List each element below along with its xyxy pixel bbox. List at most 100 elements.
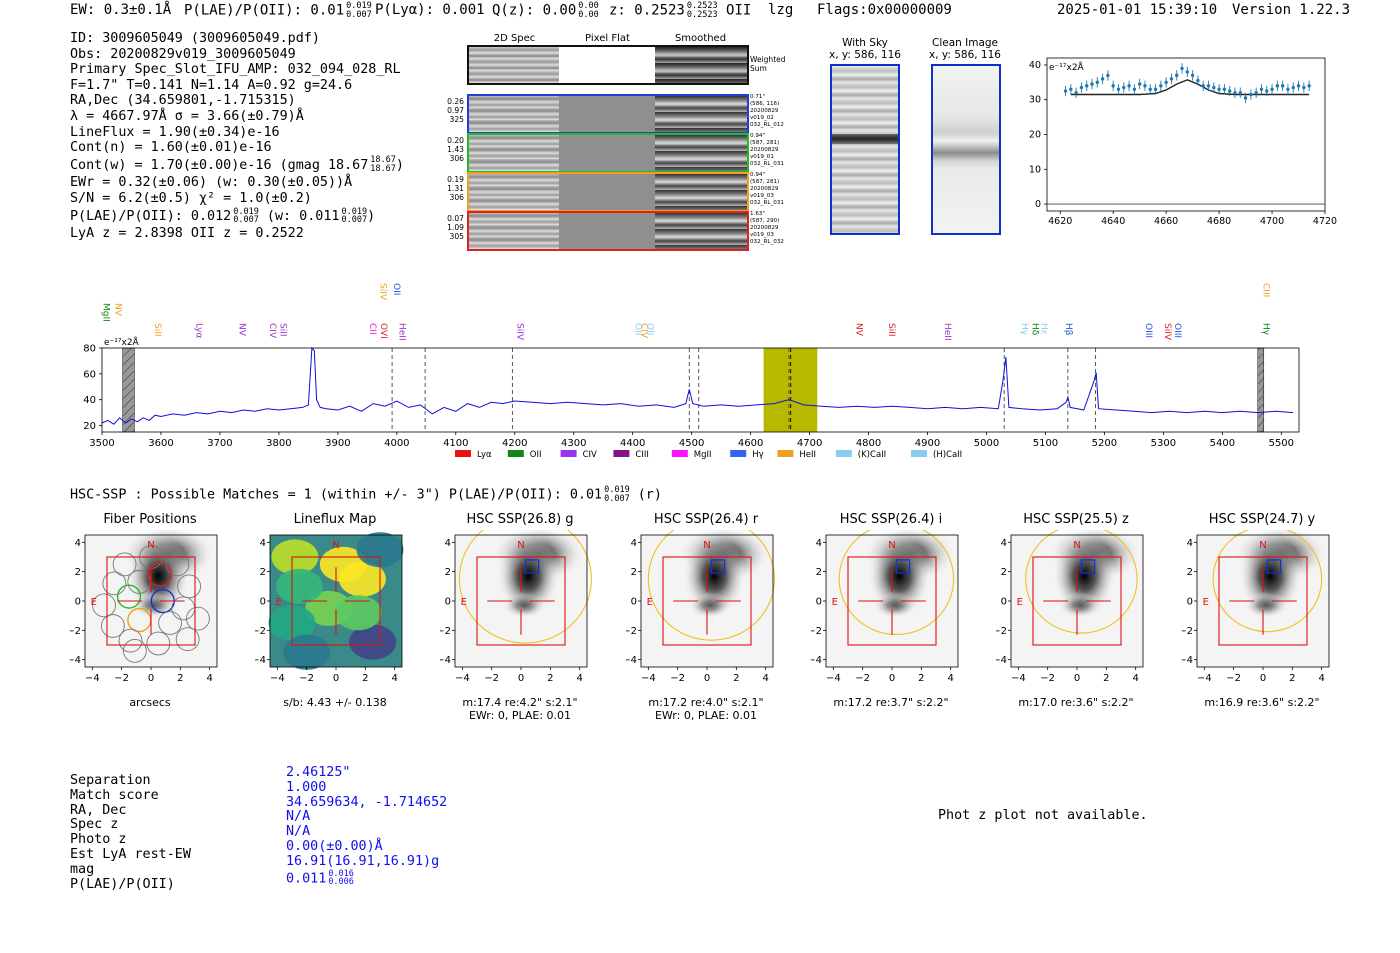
zoom-data-point: [1280, 84, 1285, 88]
spec2d-row-stat: 0.19: [447, 175, 464, 184]
spectral-line-label: CIII: [1261, 283, 1271, 297]
match-value: N/A: [286, 809, 586, 825]
spec2d-row-meta-line: (587, 281): [750, 140, 780, 146]
match-key: Photo z: [70, 832, 127, 848]
cutout-title: Fiber Positions: [103, 512, 197, 527]
legend-swatch: [671, 450, 688, 457]
spec2d-row-stats: 0.07 1.09 305: [440, 214, 464, 241]
cutout-xtick-label: 0: [704, 673, 710, 684]
match-key: Match score: [70, 787, 159, 803]
spec2d-row-meta-line: v019_03: [750, 193, 774, 199]
header-lzg: lzg: [768, 2, 794, 18]
info-id: ID: 3009605049 (3009605049.pdf): [70, 31, 320, 46]
cutout-xtick-label: 2: [1289, 673, 1295, 684]
match-key: mag: [70, 861, 95, 877]
cutout-ytick-label: −2: [70, 626, 81, 637]
spec2d-row-meta-line: 20200829: [750, 147, 779, 153]
galaxy-arm: [687, 592, 732, 619]
zoom-data-point: [1164, 80, 1168, 85]
zoom-data-point: [1074, 91, 1078, 95]
match-plae-hi: 0.016: [328, 868, 354, 879]
zoom-data-point: [1238, 91, 1242, 95]
cutout-title: HSC SSP(26.8) g: [466, 512, 574, 527]
cutout-ytick-label: 0: [631, 597, 637, 608]
cutout-xtick-label: −2: [1040, 673, 1055, 684]
smoothed-cutout: [655, 135, 747, 171]
cutout-ytick-label: −4: [70, 655, 81, 666]
cutout-ytick-label: 2: [816, 567, 822, 578]
lineflux-blob: [283, 634, 331, 670]
header-qz-value: Q(z): 0.00: [492, 2, 577, 19]
match-key: Spec z: [70, 817, 119, 833]
cutout-ytick-label: −4: [1182, 655, 1193, 666]
full-xtick-label: 4600: [738, 438, 763, 449]
cutout-ytick-label: 4: [1001, 538, 1007, 549]
info-contw: Cont(w) = 1.70(±0.00)e-16 (gmag 18.67 18.…: [70, 156, 450, 175]
spectral-line-label: Hβ: [1063, 323, 1073, 336]
fiber-circle: [147, 562, 172, 587]
zoom-data-point: [1249, 92, 1253, 97]
compass-north: N: [332, 540, 339, 551]
spec2d-row-meta: 1.63" (587, 290) 20200829 v019_03 032_RL_032: [750, 211, 784, 246]
cutout-xtick-label: 0: [1074, 673, 1080, 684]
legend-label: Lyα: [477, 450, 492, 460]
spec2d-cutout: [469, 213, 559, 249]
cutout-xtick-label: 2: [177, 673, 183, 684]
spec2d-row-meta-line: 0.71": [750, 94, 766, 100]
cutout-ytick-label: −4: [811, 655, 822, 666]
spectral-line-label: HeII: [942, 323, 952, 341]
search-box: [291, 556, 381, 646]
match-key: Est LyA rest-EW: [70, 846, 191, 862]
lineflux-blob: [356, 532, 404, 568]
spec2d-col-title: 2D Spec: [493, 33, 536, 44]
pixel-flat-cutout: [559, 135, 655, 171]
cutout-panel: HSC SSP(26.4) r N E 4 2 0 −2 −4 −4 −2 0 2 4 m:17.2 re…: [626, 512, 796, 727]
compass-east: E: [1017, 597, 1023, 608]
search-box: [847, 556, 937, 646]
spec2d-row-meta-line: v019_01: [750, 154, 774, 160]
cutout-image: N E 4 2 0 −2 −4 −4 −2 0 2 4: [255, 532, 404, 684]
zoom-data-point: [1116, 87, 1121, 91]
header-z-hi: 0.2523: [686, 1, 718, 11]
cutout-xtick-label: 4: [206, 673, 212, 684]
cutout-xtick-label: −4: [270, 673, 285, 684]
search-box: [662, 556, 752, 646]
legend-label: Hγ: [752, 450, 763, 460]
header-version: Version 1.22.3: [1232, 2, 1351, 18]
spectral-line-label: Hγ: [1019, 323, 1029, 336]
spec2d-row-meta-line: v019_02: [750, 115, 774, 121]
spec2d-row-stat: 0.97: [447, 106, 464, 115]
full-xtick-label: 4900: [915, 438, 940, 449]
zoom-data-point: [1153, 87, 1158, 91]
match-value-text: 2.46125": [286, 765, 351, 780]
zoom-unit-label: e⁻¹⁷x2Å: [1049, 61, 1085, 73]
full-spectrum-chart: 3500 3600 3700 3800 3900 4000 4100 4200 4300 4400…: [83, 283, 1300, 460]
full-plot-frame: [101, 347, 1300, 433]
zoom-data-point: [1079, 85, 1084, 90]
match-value: 0.00(±0.00)Å: [286, 839, 586, 855]
cutout-image: N E 4 2 0 −2 −4 −4 −2 0 2 4: [70, 530, 218, 684]
cutout-caption: m:17.2 re:3.7" s:2.2": [833, 696, 949, 709]
info-plae-value: P(LAE)/P(OII): 0.012: [70, 209, 232, 225]
header-z-value: z: 0.2523: [609, 2, 685, 19]
match-box: [524, 559, 540, 574]
spec2d-cutout: [469, 96, 559, 132]
cutout-ytick-label: 4: [631, 538, 637, 549]
cutout-title: HSC SSP(26.4) r: [653, 512, 759, 527]
spectral-line-label: CIV: [267, 323, 277, 339]
cutout-ytick-label: 0: [260, 597, 266, 608]
info-lineflux: LineFlux = 1.90(±0.34)e-16: [70, 124, 280, 140]
cutout-caption-2: EWr: 0, PLAE: 0.01: [468, 709, 572, 722]
clean-image-title: Clean Image: [931, 37, 999, 49]
header-qz: Q(z): 0.00 0.00 0.00: [492, 2, 599, 19]
match-key: Separation: [70, 773, 151, 788]
spectral-line-label: NV: [113, 303, 123, 317]
zoom-ytick-label: 10: [1029, 164, 1041, 175]
spectral-line-label: SiIV: [1162, 323, 1172, 341]
cutout-image: N E 4 2 0 −2 −4 −4 −2 0 2 4: [440, 530, 592, 684]
cutout-xtick-label: −2: [855, 673, 870, 684]
legend-swatch: [455, 450, 471, 457]
spectral-line-label: OII: [391, 283, 401, 295]
full-xtick-label: 5200: [1092, 438, 1117, 449]
cutout-xtick-label: 0: [1260, 673, 1266, 684]
